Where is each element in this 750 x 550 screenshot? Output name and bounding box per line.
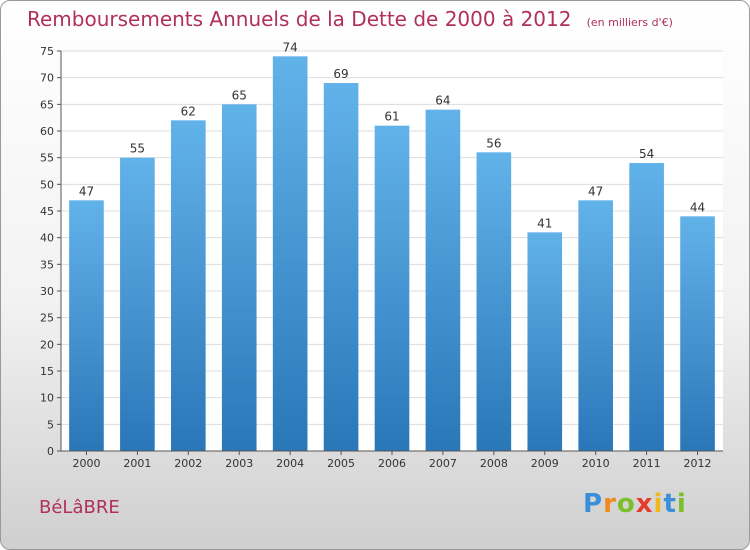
data-label: 41 xyxy=(537,216,552,230)
data-label: 47 xyxy=(588,184,603,198)
y-tick-label: 30 xyxy=(40,285,54,298)
y-tick-label: 45 xyxy=(40,205,54,218)
bar xyxy=(425,109,461,452)
bar xyxy=(374,125,410,452)
bar xyxy=(272,56,308,451)
data-label: 47 xyxy=(79,184,94,198)
bar xyxy=(170,120,206,451)
y-tick-label: 20 xyxy=(40,338,54,351)
logo-letter: i xyxy=(653,489,664,519)
logo-letter: t xyxy=(663,489,677,519)
bar xyxy=(476,152,512,452)
data-label: 61 xyxy=(384,110,399,124)
y-tick-label: 5 xyxy=(47,418,54,431)
x-tick-label: 2000 xyxy=(72,457,100,470)
y-tick-label: 25 xyxy=(40,312,54,325)
x-tick-label: 2005 xyxy=(327,457,355,470)
y-tick-label: 40 xyxy=(40,232,54,245)
x-tick-label: 2009 xyxy=(531,457,559,470)
data-label: 69 xyxy=(333,67,348,81)
y-tick-label: 15 xyxy=(40,365,54,378)
x-tick-label: 2003 xyxy=(225,457,253,470)
commune-name: BéLâBRE xyxy=(39,497,120,518)
y-tick-label: 60 xyxy=(40,125,54,138)
x-tick-label: 2006 xyxy=(378,457,406,470)
x-tick-label: 2010 xyxy=(582,457,610,470)
title-row: Remboursements Annuels de la Dette de 20… xyxy=(27,7,673,31)
x-tick-label: 2007 xyxy=(429,457,457,470)
chart-title: Remboursements Annuels de la Dette de 20… xyxy=(27,7,572,31)
data-label: 44 xyxy=(690,200,705,214)
y-tick-label: 75 xyxy=(40,45,54,58)
x-tick-label: 2012 xyxy=(684,457,712,470)
data-label: 54 xyxy=(639,147,654,161)
x-tick-label: 2011 xyxy=(633,457,661,470)
bar xyxy=(221,104,257,451)
y-tick-label: 10 xyxy=(40,392,54,405)
bar xyxy=(323,83,359,451)
y-tick-label: 65 xyxy=(40,98,54,111)
y-tick-label: 55 xyxy=(40,152,54,165)
data-label: 65 xyxy=(232,88,247,102)
y-tick-label: 0 xyxy=(47,445,54,458)
x-tick-label: 2008 xyxy=(480,457,508,470)
bar xyxy=(578,200,614,451)
data-label: 55 xyxy=(130,142,145,156)
data-label: 64 xyxy=(435,94,450,108)
logo-letter: r xyxy=(603,489,617,519)
bar xyxy=(680,216,715,451)
proxiti-logo: Proxiti xyxy=(583,489,687,519)
bar xyxy=(629,163,664,451)
logo-letter: x xyxy=(635,489,654,519)
y-tick-label: 35 xyxy=(40,258,54,271)
data-label: 74 xyxy=(283,40,298,54)
x-tick-label: 2001 xyxy=(123,457,151,470)
y-tick-label: 50 xyxy=(40,178,54,191)
logo-letter: i xyxy=(676,489,687,519)
bar xyxy=(527,232,563,451)
chart-unit: (en milliers d'€) xyxy=(586,16,673,29)
x-tick-label: 2004 xyxy=(276,457,304,470)
logo-letter: o xyxy=(616,489,636,519)
bar xyxy=(69,200,104,451)
y-tick-label: 70 xyxy=(40,72,54,85)
logo-letter: P xyxy=(583,489,604,519)
bar xyxy=(120,157,155,451)
data-label: 56 xyxy=(486,136,501,150)
x-tick-label: 2002 xyxy=(174,457,202,470)
data-label: 62 xyxy=(181,104,196,118)
